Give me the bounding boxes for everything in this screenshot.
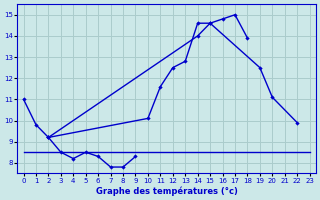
X-axis label: Graphe des températures (°c): Graphe des températures (°c) [96, 186, 237, 196]
